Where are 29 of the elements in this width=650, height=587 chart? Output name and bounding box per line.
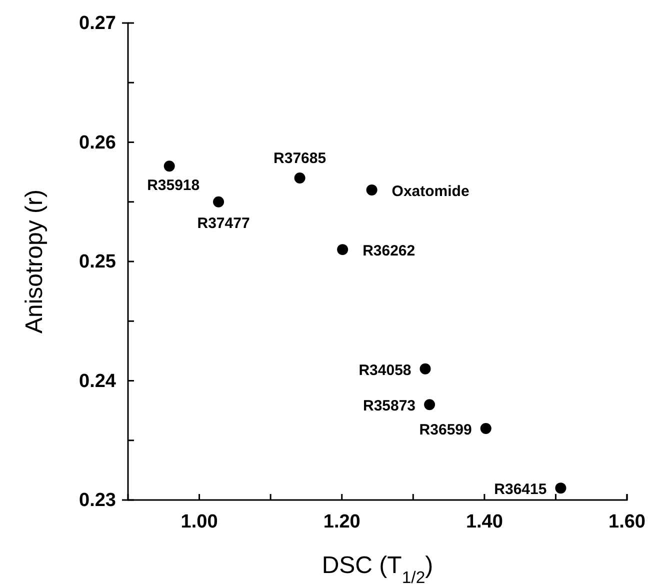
annotation: R34058 bbox=[358, 362, 412, 379]
point bbox=[424, 399, 436, 410]
point bbox=[164, 160, 175, 172]
annotation: R37685 bbox=[274, 150, 326, 168]
x-axis-title: DSC (T$_{1/2}$) bbox=[322, 552, 434, 586]
annotation: R35918 bbox=[147, 177, 200, 194]
point bbox=[420, 363, 431, 374]
x-tick-label: 1.00 bbox=[180, 511, 218, 532]
x-tick-label: 1.20 bbox=[323, 511, 360, 532]
y-tick-label: 0.23 bbox=[79, 490, 116, 512]
point bbox=[337, 244, 348, 256]
annotation: R37477 bbox=[197, 214, 250, 232]
annotation: R35873 bbox=[362, 398, 416, 415]
y-axis-title: Anisotropy (r) bbox=[21, 189, 48, 334]
annotation: Oxatomide bbox=[392, 182, 470, 200]
point bbox=[213, 196, 224, 208]
y-tick-label: 0.24 bbox=[79, 370, 116, 392]
annotation: R36415 bbox=[494, 481, 547, 498]
point bbox=[480, 422, 492, 434]
y-tick-label: 0.26 bbox=[79, 132, 116, 154]
point bbox=[366, 184, 378, 196]
annotation: R36599 bbox=[419, 421, 472, 438]
point bbox=[555, 482, 566, 494]
y-tick-label: 0.27 bbox=[79, 13, 116, 34]
x-tick-label: 1.60 bbox=[608, 511, 646, 532]
y-tick-label: 0.25 bbox=[79, 252, 116, 273]
point bbox=[294, 172, 306, 184]
annotation: R36262 bbox=[362, 242, 416, 260]
x-tick-label: 1.40 bbox=[466, 511, 503, 532]
